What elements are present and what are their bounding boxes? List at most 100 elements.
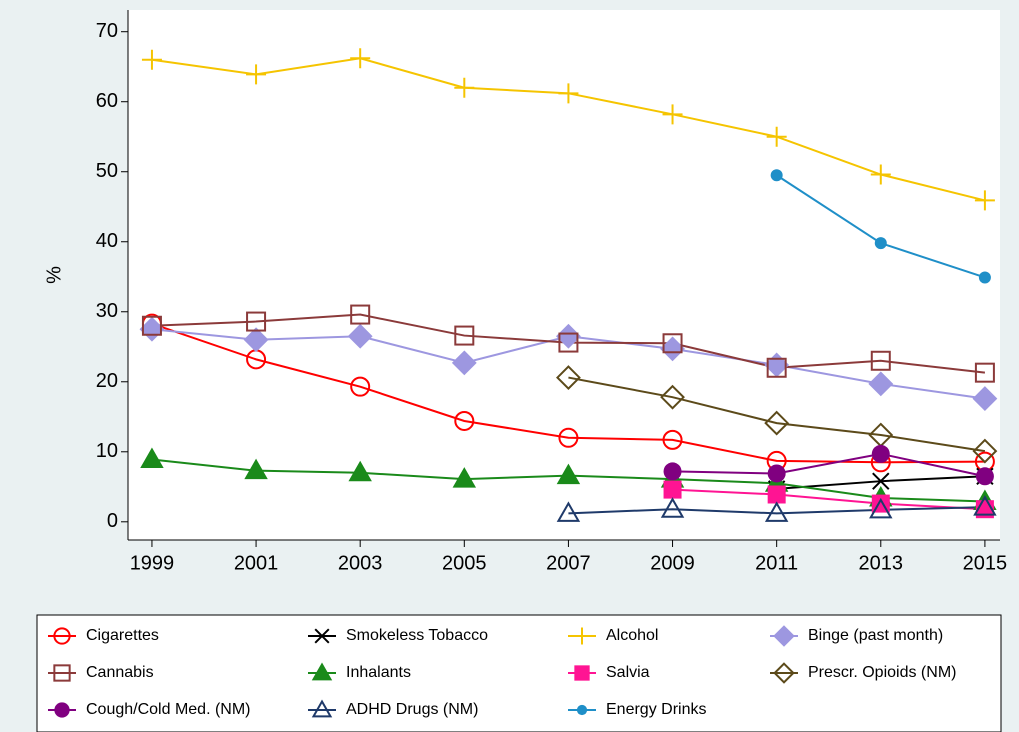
marker [53, 664, 71, 682]
legend: Cigarettes Smokeless Tobacco Alcohol Binge … [48, 625, 956, 718]
legend-label: ADHD Drugs (NM) [346, 701, 478, 718]
marker [660, 336, 685, 362]
marker [243, 327, 269, 353]
marker [454, 77, 475, 98]
marker [573, 627, 591, 645]
marker [454, 410, 475, 431]
marker [767, 464, 786, 483]
x-tick-label: 2005 [442, 552, 487, 574]
marker [314, 628, 330, 644]
marker [773, 625, 795, 647]
marker [972, 438, 998, 464]
marker [868, 371, 894, 397]
marker [350, 304, 371, 325]
legend-box [36, 614, 1002, 732]
x-tick-label: 2009 [650, 552, 695, 574]
plot-area [128, 10, 1000, 540]
marker [348, 460, 372, 482]
marker [663, 480, 682, 499]
legend-label: Energy Drinks [606, 701, 706, 718]
x-tick-label: 1999 [130, 552, 175, 574]
marker [870, 164, 891, 185]
marker [871, 444, 890, 463]
x-tick-label: 2015 [963, 552, 1008, 574]
marker [872, 472, 890, 490]
marker [576, 704, 588, 716]
legend-label: Cough/Cold Med. (NM) [86, 701, 251, 718]
marker [574, 665, 590, 681]
marker [770, 169, 783, 182]
marker [141, 49, 162, 70]
marker [246, 311, 267, 332]
marker [663, 462, 682, 481]
legend-label: Salvia [606, 664, 650, 681]
series-line [151, 322, 985, 464]
x-tick-label: 2003 [338, 552, 383, 574]
marker [350, 48, 371, 69]
marker [451, 350, 477, 376]
marker [662, 429, 683, 450]
marker [246, 64, 267, 85]
marker [311, 699, 333, 718]
series-line [672, 452, 986, 478]
marker [764, 501, 789, 522]
marker [454, 325, 475, 346]
y-tick-label: 20 [96, 370, 118, 392]
marker [773, 662, 795, 684]
x-tick-label: 2001 [234, 552, 279, 574]
marker [974, 190, 995, 211]
marker [556, 365, 581, 390]
y-tick-label: 30 [96, 300, 118, 322]
marker [662, 104, 683, 125]
x-tick-label: 2013 [859, 552, 904, 574]
series-line [672, 488, 985, 511]
marker [141, 315, 162, 336]
legend-label: Binge (past month) [808, 627, 943, 644]
y-axis-label: % [43, 266, 65, 284]
series-line [568, 506, 985, 515]
marker [766, 357, 787, 378]
marker [662, 333, 683, 354]
marker [978, 271, 991, 284]
legend-label: Inhalants [346, 664, 411, 681]
marker [870, 350, 891, 371]
marker [874, 237, 887, 250]
marker [766, 126, 787, 147]
marker [53, 627, 71, 645]
marker [556, 501, 581, 522]
marker [556, 463, 581, 485]
y-tick-label: 10 [96, 440, 118, 462]
y-tick-label: 40 [96, 230, 118, 252]
marker [660, 497, 685, 518]
legend-label: Cigarettes [86, 627, 159, 644]
marker [558, 332, 579, 353]
series-line [568, 376, 986, 453]
y-tick-label: 60 [96, 90, 118, 112]
marker [974, 362, 995, 383]
marker [244, 458, 268, 480]
marker [452, 467, 477, 488]
legend-label: Prescr. Opioids (NM) [808, 664, 956, 681]
marker [869, 497, 893, 519]
marker [54, 702, 70, 718]
y-tick-label: 70 [96, 20, 118, 42]
x-tick-label: 2011 [755, 552, 798, 574]
marker [767, 485, 786, 504]
legend-label: Alcohol [606, 627, 658, 644]
legend-label: Cannabis [86, 664, 154, 681]
marker [558, 83, 579, 104]
marker [140, 447, 164, 468]
marker [764, 410, 790, 436]
legend-label: Smokeless Tobacco [346, 627, 488, 644]
marker [972, 386, 998, 411]
marker [558, 427, 579, 448]
marker [973, 495, 997, 516]
y-tick-label: 50 [96, 160, 118, 182]
marker [660, 384, 685, 410]
marker [975, 467, 994, 486]
marker [350, 376, 371, 397]
marker [311, 662, 333, 681]
x-tick-label: 2007 [546, 552, 591, 574]
y-tick-label: 0 [107, 510, 118, 532]
